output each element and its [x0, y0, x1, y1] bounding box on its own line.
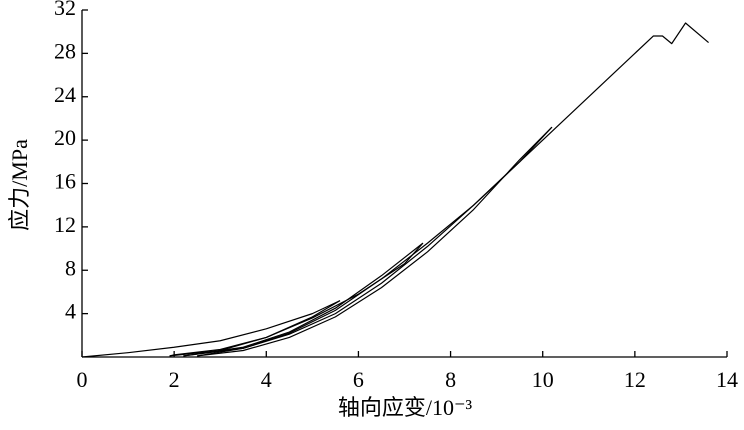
- x-tick-label: 2: [169, 367, 180, 392]
- curve: [183, 126, 553, 357]
- y-tick-label: 16: [54, 169, 76, 194]
- x-tick-label: 14: [716, 367, 738, 392]
- x-tick-label: 6: [353, 367, 364, 392]
- curve: [197, 126, 553, 357]
- curve: [197, 22, 709, 357]
- x-axis-label: 轴向应变/10⁻³: [338, 395, 473, 420]
- x-tick-label: 10: [532, 367, 554, 392]
- x-tick-label: 0: [77, 367, 88, 392]
- y-tick-label: 8: [65, 255, 76, 280]
- y-tick-label: 4: [65, 299, 76, 324]
- x-tick-label: 12: [624, 367, 646, 392]
- y-tick-label: 12: [54, 212, 76, 237]
- x-tick-label: 4: [261, 367, 272, 392]
- curve: [169, 242, 424, 357]
- curve: [183, 242, 424, 357]
- y-axis-label: 应力/MPa: [7, 139, 32, 231]
- y-tick-label: 24: [54, 82, 76, 107]
- y-tick-label: 32: [54, 0, 76, 20]
- curve: [81, 300, 341, 358]
- y-tick-label: 28: [54, 38, 76, 63]
- x-tick-label: 8: [445, 367, 456, 392]
- y-tick-label: 20: [54, 125, 76, 150]
